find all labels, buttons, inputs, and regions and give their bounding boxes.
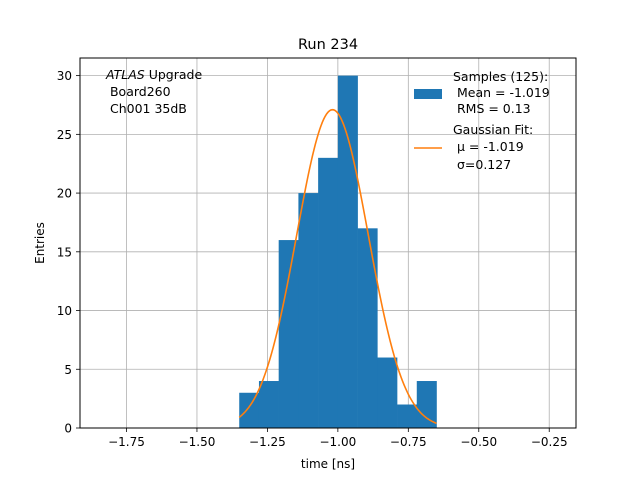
histogram-bar — [377, 357, 398, 428]
legend-fit-line-2: μ = -1.019 — [453, 139, 524, 154]
chart-title: Run 234 — [298, 37, 358, 53]
x-tick-label: −1.50 — [179, 435, 216, 449]
y-tick-label: 10 — [57, 304, 72, 318]
x-tick-label: −0.75 — [390, 435, 427, 449]
legend-histogram-line-3: RMS = 0.13 — [453, 101, 531, 116]
histogram-bar — [298, 193, 319, 428]
grid-lines — [80, 58, 576, 429]
annotation-line-3: Ch001 35dB — [106, 101, 187, 116]
histogram-bar — [278, 240, 299, 428]
x-axis-label: time [ns] — [301, 457, 355, 471]
histogram-bar — [258, 381, 279, 428]
histogram-bar — [318, 157, 339, 429]
annotation-atlas: ATLAS — [105, 67, 145, 82]
histogram-bar — [337, 75, 358, 428]
histogram-bar — [397, 404, 418, 428]
annotation-line-2: Board260 — [106, 84, 171, 99]
histogram-bar — [239, 392, 260, 428]
gaussian-fit-curve — [238, 108, 437, 425]
y-tick-label: 30 — [57, 69, 72, 83]
fit-curve-group — [238, 108, 437, 425]
y-axis-label: Entries — [33, 222, 47, 264]
x-tick-label: −0.25 — [531, 435, 568, 449]
y-tick-label: 25 — [57, 128, 72, 142]
atlas-annotation: ATLAS Upgrade Board260 Ch001 35dB — [105, 67, 202, 116]
x-tick-label: −0.50 — [460, 435, 497, 449]
legend-histogram-line-1: Samples (125): — [453, 69, 548, 84]
histogram-bars — [239, 75, 437, 429]
legend-fit-line-3: σ=0.127 — [453, 157, 511, 172]
plot-frame — [79, 57, 577, 429]
x-tick-label: −1.00 — [319, 435, 356, 449]
histogram-bar — [416, 381, 437, 428]
y-tick-label: 20 — [57, 187, 72, 201]
y-tick-label: 15 — [57, 245, 72, 259]
annotation-line-1: ATLAS Upgrade — [105, 67, 202, 82]
y-axis: 0 5 10 15 20 25 30 — [57, 69, 80, 436]
histogram-bar — [357, 228, 378, 428]
y-tick-label: 5 — [64, 363, 72, 377]
legend: Samples (125): Mean = -1.019 RMS = 0.13 … — [414, 69, 550, 172]
legend-histogram-swatch — [414, 89, 442, 99]
legend-fit-line-1: Gaussian Fit: — [453, 122, 533, 137]
y-tick-label: 0 — [64, 422, 72, 436]
x-tick-label: −1.25 — [249, 435, 286, 449]
annotation-upgrade: Upgrade — [145, 67, 203, 82]
x-axis: −1.75 −1.50 −1.25 −1.00 −0.75 −0.50 −0.25 — [108, 428, 568, 449]
x-tick-label: −1.75 — [108, 435, 145, 449]
legend-histogram-line-2: Mean = -1.019 — [453, 85, 550, 100]
